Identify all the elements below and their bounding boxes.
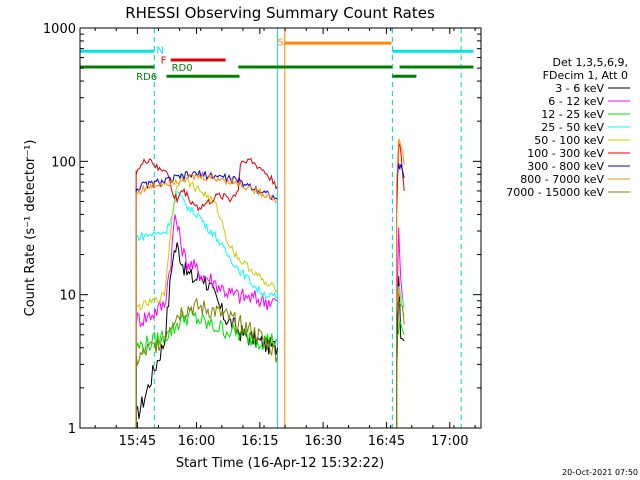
flag-label-n: N (156, 45, 163, 56)
x-axis-label: Start Time (16-Apr-12 15:32:22) (176, 456, 384, 471)
y-tick-label-1: 10 (59, 289, 76, 304)
series-line-2-0 (135, 308, 278, 355)
series-line-2-1 (396, 320, 405, 349)
legend-label-2: 12 - 25 keV (541, 108, 604, 121)
series-line-7-0 (135, 171, 278, 203)
legend-label-5: 100 - 300 keV (527, 147, 604, 160)
series-line-5-0 (135, 157, 278, 212)
y-tick-label-3: 1000 (43, 22, 76, 37)
chart-title: RHESSI Observing Summary Count Rates (125, 4, 435, 22)
series-line-7-1 (396, 138, 405, 186)
flag-label-f: F (161, 56, 167, 67)
y-tick-label-2: 100 (51, 155, 76, 170)
x-tick-label-5: 17:00 (431, 434, 468, 449)
legend-label-7: 800 - 7000 keV (520, 173, 604, 186)
series-line-6-1 (396, 163, 405, 188)
legend-label-1: 6 - 12 keV (548, 95, 604, 108)
y-axis-label: Count Rate (s⁻¹ detector⁻¹) (23, 140, 38, 317)
flag-label-s: S (278, 38, 284, 49)
x-axis: 15:45 16:00 16:15 16:30 16:45 17:00 (94, 28, 476, 449)
series-line-8-0 (135, 297, 278, 367)
series-line-4-0 (135, 174, 278, 311)
x-tick-label-2: 16:15 (241, 434, 278, 449)
y-tick-label-0: 1 (68, 422, 76, 437)
series-line-0-1 (396, 276, 405, 377)
legend-label-4: 50 - 100 keV (534, 134, 604, 147)
x-tick-label-4: 16:45 (368, 434, 405, 449)
legend-header-1: FDecim 1, Att 0 (543, 69, 628, 82)
legend-label-8: 7000 - 15000 keV (506, 186, 604, 199)
x-tick-label-0: 15:45 (119, 434, 156, 449)
series-line-3-0 (135, 190, 278, 300)
y-axis: 1 10 100 1000 (43, 22, 481, 437)
series-line-8-1 (396, 300, 405, 325)
legend-label-6: 300 - 800 keV (527, 160, 604, 173)
series-line-0-0 (135, 242, 278, 419)
legend-header-0: Det 1,3,5,6,9, (552, 56, 628, 69)
legend-label-0: 3 - 6 keV (555, 82, 604, 95)
flag-label-rd0: RD0 (172, 63, 193, 74)
legend-label-3: 25 - 50 keV (541, 121, 604, 134)
legend: Det 1,3,5,6,9,FDecim 1, Att 03 - 6 keV6 … (506, 56, 630, 199)
x-tick-label-1: 16:00 (178, 434, 215, 449)
x-tick-label-3: 16:30 (304, 434, 341, 449)
plot-area: N S F RD0 RD6 (80, 28, 474, 428)
flag-label-rd6: RD6 (136, 72, 157, 83)
plot-frame (79, 27, 482, 429)
timestamp: 20-Oct-2021 07:50 (562, 468, 638, 477)
